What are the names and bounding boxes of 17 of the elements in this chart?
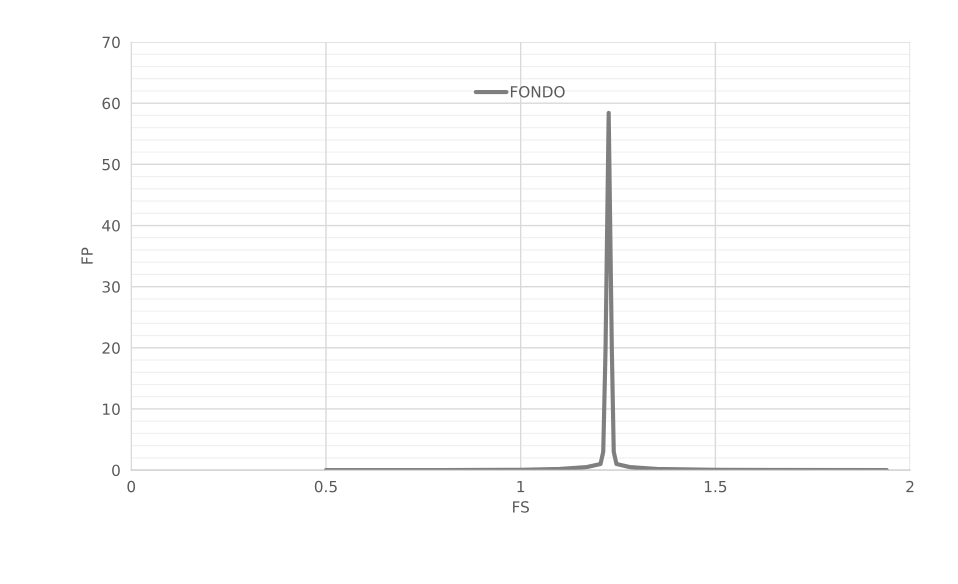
- y-tick-label: 70: [102, 36, 120, 48]
- x-tick-label: 0: [127, 480, 136, 492]
- y-tick-label: 10: [103, 403, 120, 415]
- x-tick-label: 1.5: [704, 481, 726, 492]
- x-axis-title: FS: [513, 501, 529, 513]
- x-tick-label: 2: [906, 480, 914, 492]
- y-tick-label: 40: [102, 220, 120, 232]
- legend-label: FONDO: [510, 86, 565, 98]
- x-tick-label: 0.5: [314, 480, 337, 492]
- line-series: [324, 110, 889, 470]
- y-tick-label: 60: [102, 98, 120, 110]
- y-tick-label: 20: [102, 342, 120, 354]
- y-tick-label: 30: [102, 281, 120, 293]
- y-tick-label: 0: [112, 464, 120, 476]
- y-tick-label: 50: [102, 158, 120, 170]
- x-tick-label: 1: [517, 481, 524, 492]
- y-axis-title: FP: [82, 248, 93, 264]
